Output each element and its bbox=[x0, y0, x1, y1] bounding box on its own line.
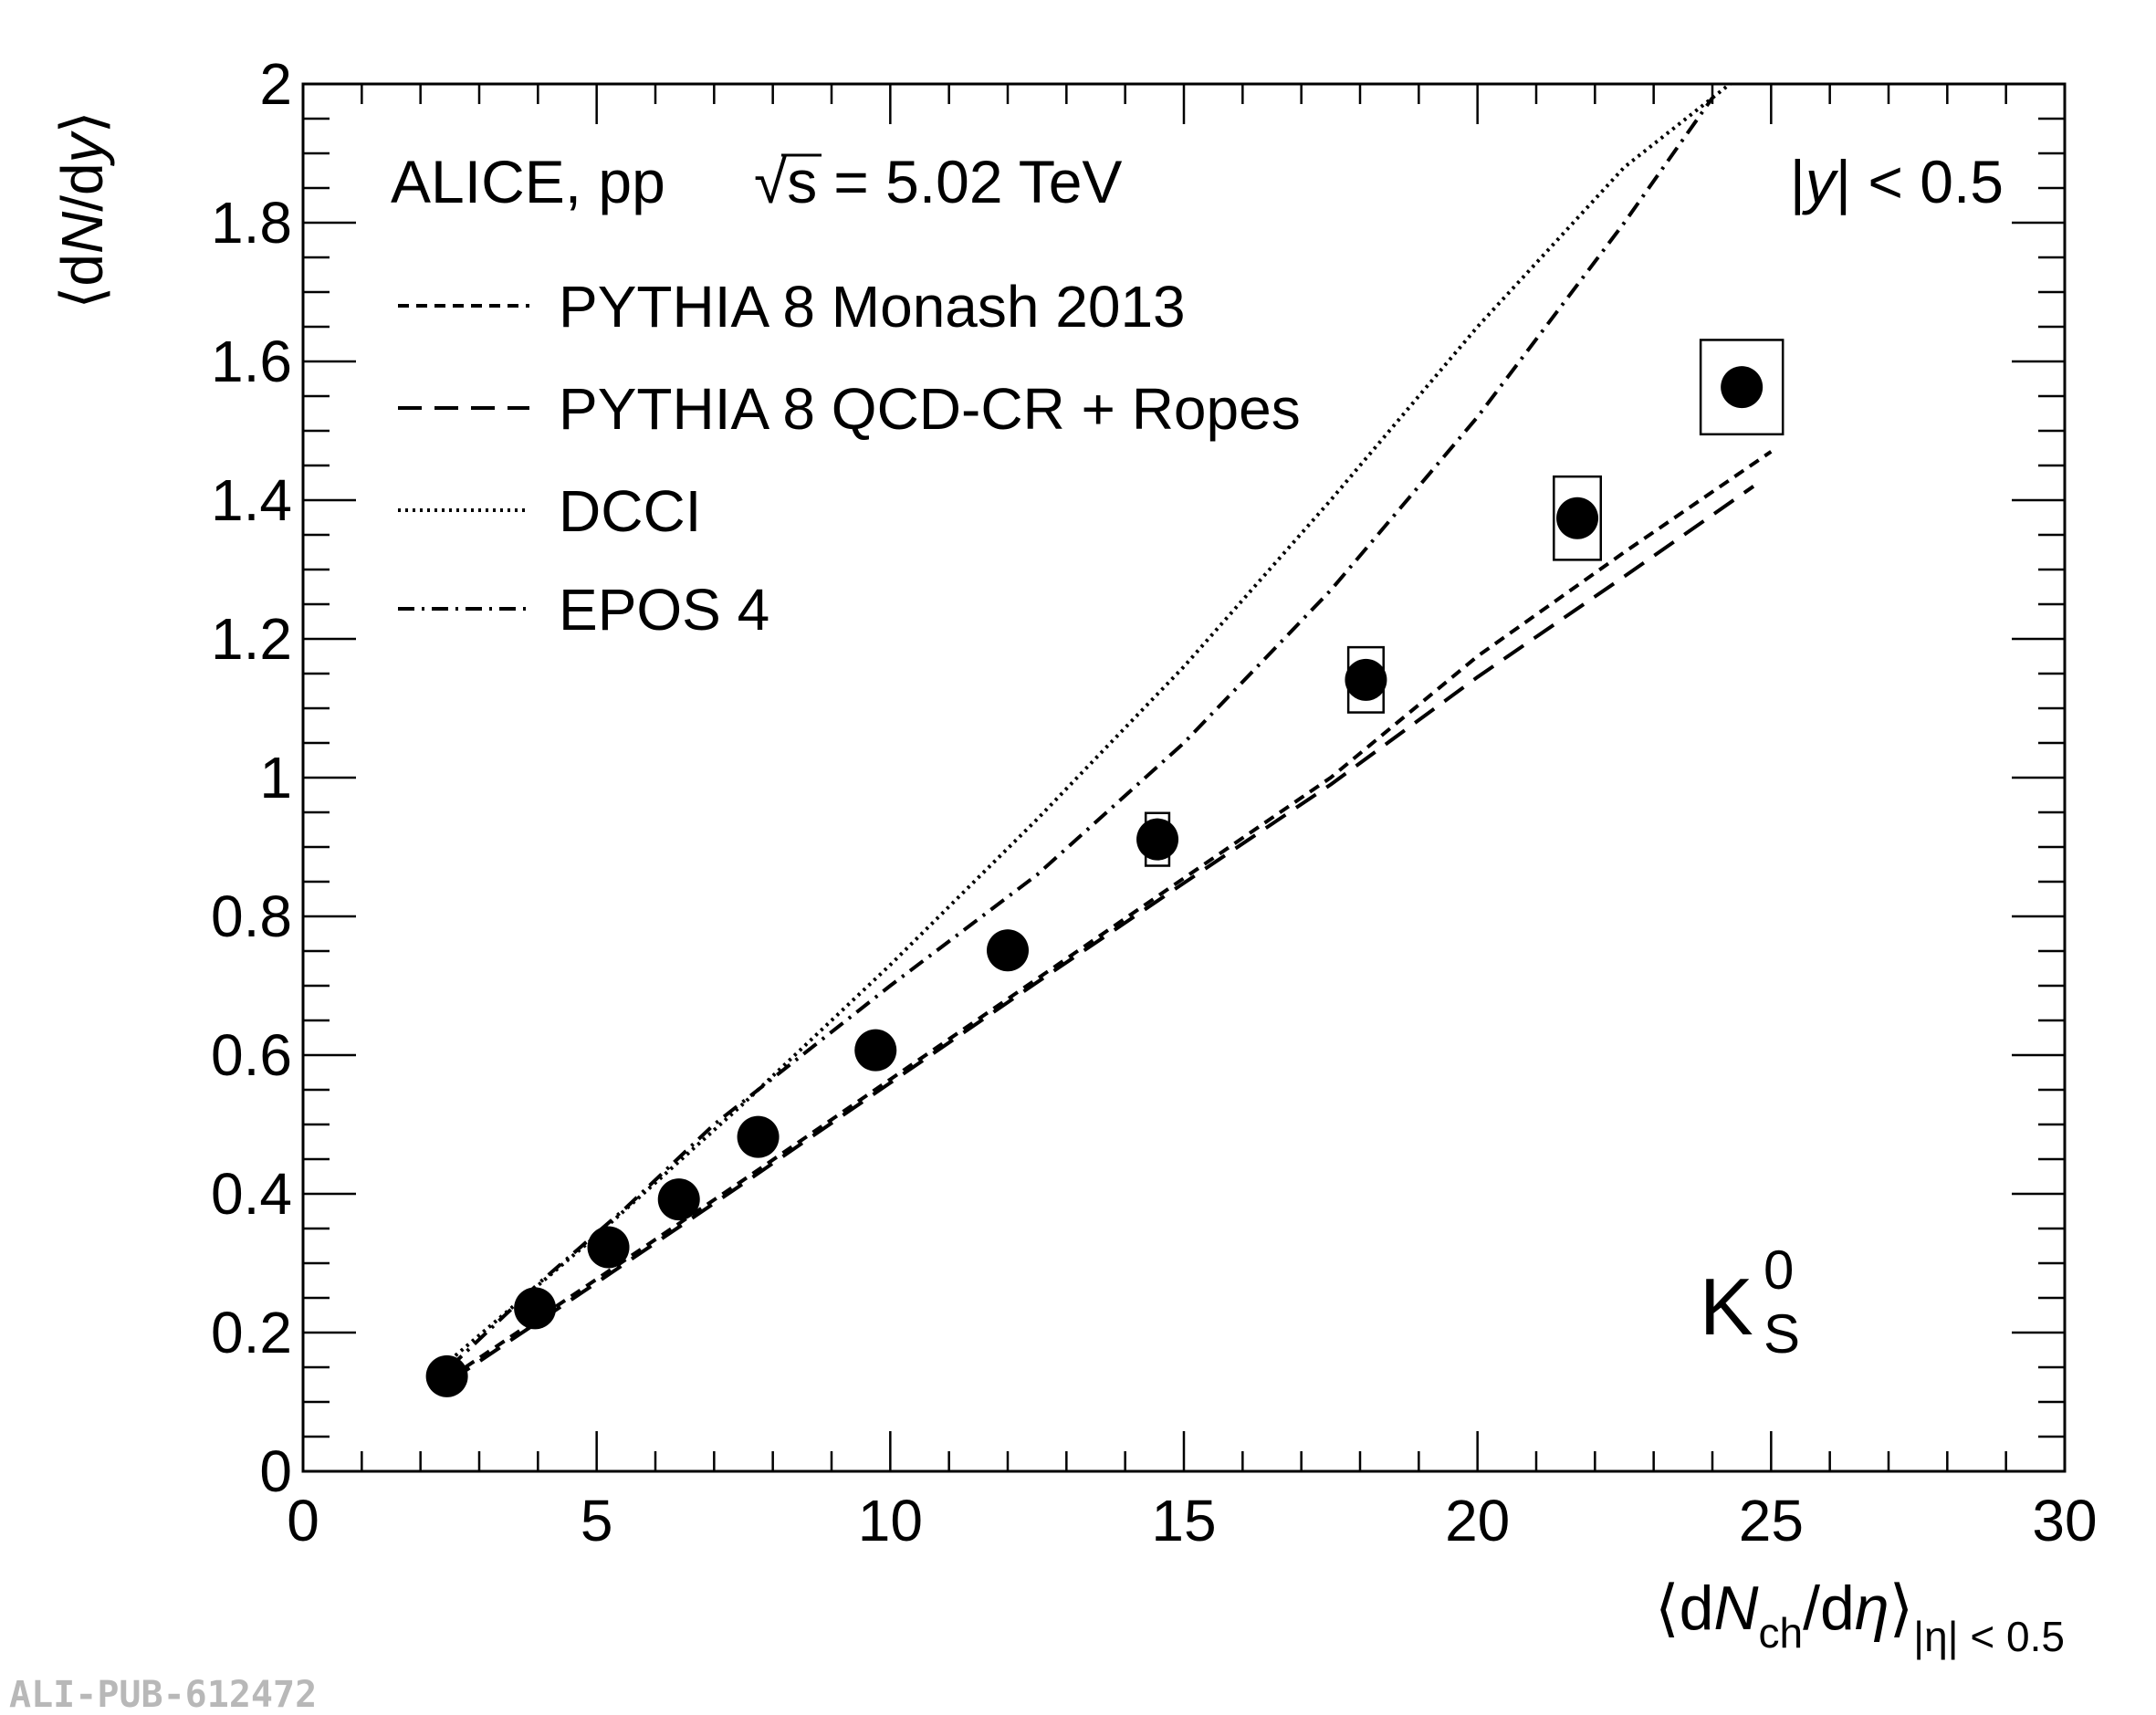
y-tick-label: 0.8 bbox=[211, 884, 292, 949]
data-marker bbox=[1556, 497, 1599, 539]
particle-superscript: 0 bbox=[1764, 1239, 1794, 1301]
publication-id: ALI-PUB-612472 bbox=[9, 1674, 317, 1715]
model-curves bbox=[448, 84, 1773, 1383]
data-point bbox=[514, 1287, 557, 1330]
data-marker bbox=[1345, 658, 1387, 701]
data-marker bbox=[987, 929, 1029, 972]
data-marker bbox=[425, 1354, 468, 1397]
experiment-label: ALICE, pp bbox=[391, 148, 665, 215]
y-tick-label: 1.4 bbox=[211, 467, 292, 533]
data-point bbox=[587, 1226, 630, 1269]
data-point bbox=[425, 1354, 468, 1397]
legend: PYTHIA 8 Monash 2013 PYTHIA 8 QCD-CR + R… bbox=[398, 274, 1301, 643]
data-points bbox=[425, 339, 1784, 1397]
y-tick-label: 1.8 bbox=[211, 190, 292, 256]
y-tick-label: 0 bbox=[259, 1438, 292, 1504]
x-axis-label: ⟨dNch/dη⟩|η| < 0.5 bbox=[1655, 1574, 2065, 1660]
x-tick-label: 5 bbox=[581, 1488, 613, 1553]
rapidity-label: |y| < 0.5 bbox=[1790, 148, 2004, 215]
data-point bbox=[1553, 475, 1603, 561]
y-tick-label: 0.6 bbox=[211, 1022, 292, 1088]
energy-label: √s = 5.02 TeV bbox=[754, 148, 1122, 215]
data-marker bbox=[587, 1226, 630, 1269]
x-tick-label: 15 bbox=[1151, 1488, 1216, 1553]
data-point bbox=[657, 1178, 700, 1221]
sys-error-box bbox=[1699, 339, 1784, 436]
x-tick-label: 25 bbox=[1739, 1488, 1804, 1553]
legend-label-ropes: PYTHIA 8 QCD-CR + Ropes bbox=[559, 376, 1301, 442]
x-tick-label: 20 bbox=[1445, 1488, 1510, 1553]
legend-label-dcci: DCCI bbox=[559, 478, 701, 544]
data-point bbox=[987, 929, 1029, 972]
curve-epos bbox=[448, 97, 1714, 1369]
axis-ticks bbox=[301, 82, 2067, 1473]
y-tick-label: 0.2 bbox=[211, 1300, 292, 1365]
y-tick-label: 1 bbox=[259, 745, 292, 810]
data-marker bbox=[514, 1287, 557, 1330]
data-point bbox=[1345, 645, 1387, 714]
sys-error-box bbox=[1553, 475, 1603, 561]
data-marker bbox=[1721, 366, 1764, 409]
y-tick-label: 2 bbox=[259, 51, 292, 117]
y-axis-label: ⟨dN/dy⟩ bbox=[49, 110, 115, 308]
legend-label-monash: PYTHIA 8 Monash 2013 bbox=[559, 274, 1186, 340]
plot-frame bbox=[301, 82, 2067, 1473]
x-tick-label: 0 bbox=[287, 1488, 319, 1553]
x-tick-labels: 0 5 10 15 20 25 30 bbox=[287, 1488, 2097, 1553]
data-marker bbox=[1136, 818, 1179, 861]
data-point bbox=[737, 1115, 780, 1158]
curve-ropes bbox=[448, 485, 1755, 1383]
data-marker bbox=[737, 1115, 780, 1158]
data-point bbox=[1136, 811, 1179, 867]
y-tick-label: 1.6 bbox=[211, 329, 292, 394]
x-tick-label: 30 bbox=[2032, 1488, 2097, 1553]
legend-label-epos: EPOS 4 bbox=[559, 577, 769, 643]
data-point bbox=[854, 1029, 897, 1072]
x-tick-label: 10 bbox=[858, 1488, 923, 1553]
data-marker bbox=[854, 1029, 897, 1072]
particle-subscript: S bbox=[1764, 1303, 1800, 1365]
data-point bbox=[1699, 339, 1784, 436]
data-marker bbox=[657, 1178, 700, 1221]
particle-label: K bbox=[1700, 1261, 1753, 1352]
y-tick-label: 1.2 bbox=[211, 606, 292, 672]
y-tick-label: 0.4 bbox=[211, 1161, 292, 1227]
curve-monash bbox=[448, 450, 1773, 1380]
y-tick-labels: 0 0.2 0.4 0.6 0.8 1 1.2 1.4 1.6 1.8 2 bbox=[211, 51, 292, 1504]
